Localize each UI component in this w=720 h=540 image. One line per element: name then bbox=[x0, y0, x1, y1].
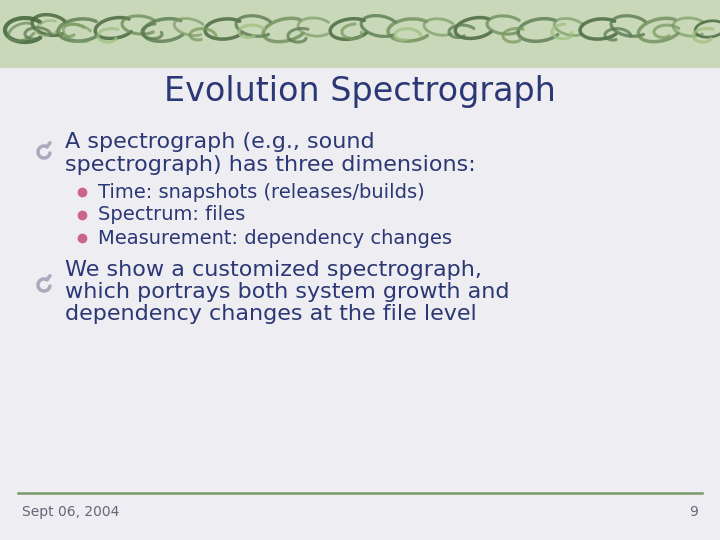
Text: Evolution Spectrograph: Evolution Spectrograph bbox=[164, 76, 556, 109]
Text: Spectrum: files: Spectrum: files bbox=[98, 206, 246, 225]
Text: Sept 06, 2004: Sept 06, 2004 bbox=[22, 505, 120, 519]
Text: dependency changes at the file level: dependency changes at the file level bbox=[65, 304, 477, 324]
Text: 9: 9 bbox=[689, 505, 698, 519]
Text: A spectrograph (e.g., sound: A spectrograph (e.g., sound bbox=[65, 132, 374, 152]
Text: We show a customized spectrograph,: We show a customized spectrograph, bbox=[65, 260, 482, 280]
Text: spectrograph) has three dimensions:: spectrograph) has three dimensions: bbox=[65, 155, 476, 175]
Text: Time: snapshots (releases/builds): Time: snapshots (releases/builds) bbox=[98, 183, 425, 201]
Bar bbox=[0, 0, 720, 68]
Text: Measurement: dependency changes: Measurement: dependency changes bbox=[98, 228, 452, 247]
Text: which portrays both system growth and: which portrays both system growth and bbox=[65, 282, 510, 302]
